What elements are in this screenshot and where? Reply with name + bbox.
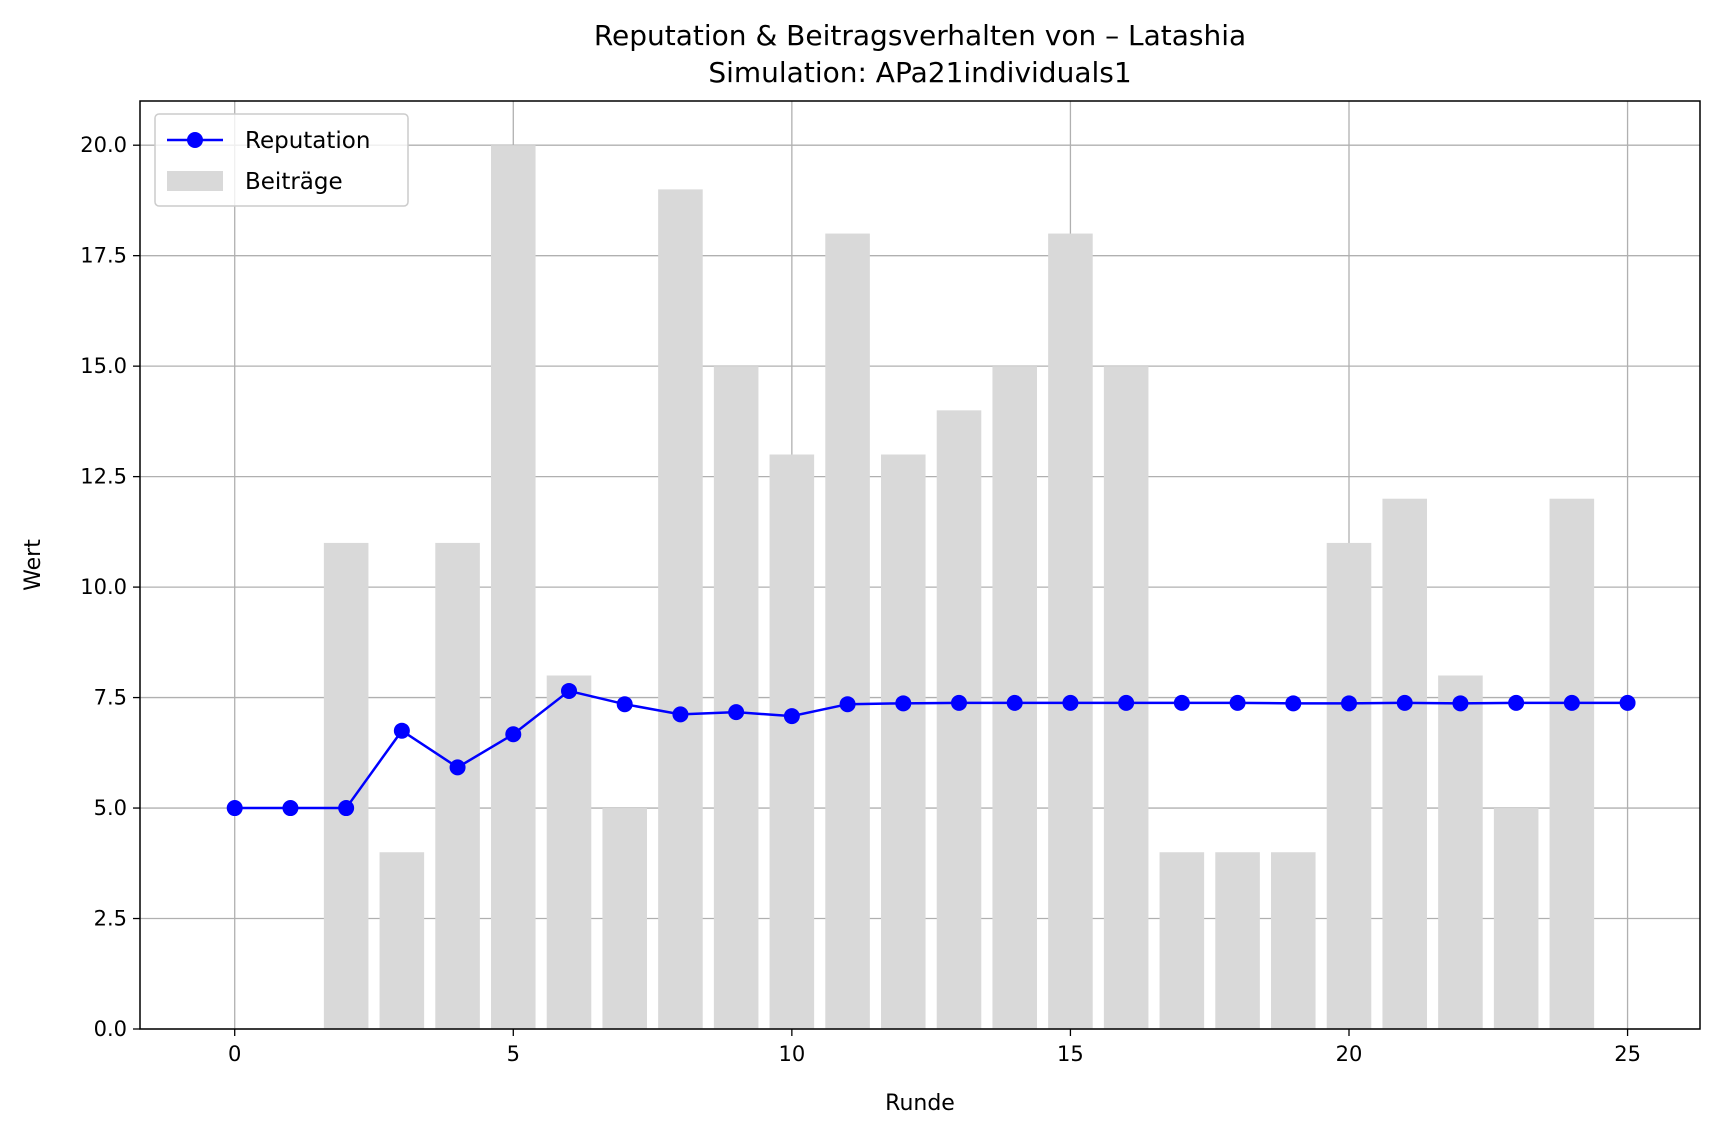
y-tick-label-1: 2.5 — [94, 907, 127, 931]
bar-beitraege-runde-15 — [1048, 233, 1093, 1030]
chart-subtitle: Simulation: APa21individuals1 — [708, 56, 1131, 89]
reputation-point-runde-10 — [783, 708, 800, 725]
reputation-point-runde-4 — [449, 759, 466, 776]
bar-beitraege-runde-7 — [602, 808, 647, 1029]
legend-beitraege-swatch — [167, 171, 223, 191]
legend: Reputation Beiträge — [154, 113, 409, 207]
y-tick-label-0: 0.0 — [94, 1017, 127, 1041]
legend-reputation-marker — [187, 132, 203, 148]
bar-beitraege-runde-9 — [713, 366, 759, 1030]
legend-beitraege-label: Beiträge — [245, 169, 343, 195]
y-tick-label-8: 20.0 — [80, 133, 127, 157]
x-tick-label-5: 25 — [1614, 1042, 1641, 1066]
reputation-point-runde-25 — [1619, 694, 1636, 711]
reputation-point-runde-22 — [1452, 695, 1469, 712]
y-tick-label-4: 10.0 — [80, 575, 127, 599]
bar-beitraege-runde-5 — [491, 145, 536, 1029]
x-tick-label-0: 0 — [228, 1042, 241, 1066]
bar-beitraege-runde-21 — [1382, 498, 1427, 1029]
bar-beitraege-runde-24 — [1549, 498, 1595, 1029]
bar-series — [323, 145, 1595, 1030]
reputation-point-runde-1 — [282, 800, 299, 817]
bar-beitraege-runde-11 — [825, 233, 870, 1030]
legend-reputation-label: Reputation — [245, 128, 370, 154]
reputation-point-runde-14 — [1006, 694, 1023, 711]
bar-beitraege-runde-10 — [769, 454, 815, 1029]
reputation-point-runde-2 — [338, 800, 355, 817]
reputation-point-runde-24 — [1563, 694, 1580, 711]
reputation-point-runde-5 — [505, 726, 522, 743]
reputation-point-runde-13 — [951, 694, 967, 711]
reputation-point-runde-17 — [1173, 694, 1190, 711]
reputation-point-runde-6 — [561, 682, 577, 699]
reputation-point-runde-21 — [1396, 694, 1413, 711]
reputation-point-runde-15 — [1062, 694, 1079, 711]
reputation-point-runde-11 — [839, 696, 856, 713]
y-tick-label-3: 7.5 — [94, 686, 127, 710]
reputation-point-runde-18 — [1229, 694, 1246, 711]
reputation-point-runde-16 — [1118, 694, 1135, 711]
reputation-point-runde-0 — [226, 800, 243, 817]
y-tick-label-6: 15.0 — [80, 354, 127, 378]
reputation-point-runde-8 — [672, 706, 689, 723]
bar-beitraege-runde-22 — [1438, 675, 1483, 1029]
x-axis-label: Runde — [885, 1091, 955, 1116]
x-tick-label-4: 20 — [1336, 1042, 1363, 1066]
bar-beitraege-runde-12 — [881, 454, 926, 1029]
reputation-line — [234, 689, 1628, 810]
y-tick-label-5: 12.5 — [80, 465, 127, 489]
bar-beitraege-runde-23 — [1493, 808, 1539, 1029]
reputation-point-runde-9 — [728, 704, 745, 721]
y-tick-label-7: 17.5 — [80, 244, 127, 268]
reputation-point-runde-19 — [1285, 695, 1302, 712]
plot-area-frame — [139, 100, 1701, 1030]
reputation-point-runde-3 — [393, 722, 410, 739]
y-axis-label: Wert — [21, 539, 46, 591]
bar-beitraege-runde-20 — [1326, 542, 1372, 1029]
y-axis-ticks: 0.0 2.5 5.0 7.5 10.0 12.5 15.0 17.5 20.0 — [80, 133, 140, 1041]
y-tick-label-2: 5.0 — [94, 796, 127, 820]
x-tick-label-2: 10 — [778, 1042, 805, 1066]
chart-title: Reputation & Beitragsverhalten von – Lat… — [594, 19, 1246, 52]
bar-beitraege-runde-13 — [936, 410, 982, 1029]
bar-beitraege-runde-3 — [379, 852, 425, 1029]
x-tick-label-3: 15 — [1057, 1042, 1084, 1066]
bar-beitraege-runde-18 — [1215, 852, 1260, 1029]
reputation-point-runde-20 — [1341, 695, 1357, 712]
bar-beitraege-runde-4 — [435, 542, 480, 1029]
reputation-point-runde-23 — [1508, 694, 1525, 711]
reputation-series — [226, 682, 1636, 817]
bar-beitraege-runde-6 — [546, 675, 592, 1029]
bar-beitraege-runde-19 — [1271, 852, 1316, 1029]
x-axis-ticks: 0 5 10 15 20 25 — [228, 1029, 1641, 1066]
bar-beitraege-runde-8 — [658, 189, 703, 1029]
x-tick-label-1: 5 — [507, 1042, 520, 1066]
reputation-point-runde-12 — [895, 695, 912, 712]
reputation-point-runde-7 — [616, 696, 633, 713]
bar-beitraege-runde-17 — [1159, 852, 1205, 1029]
